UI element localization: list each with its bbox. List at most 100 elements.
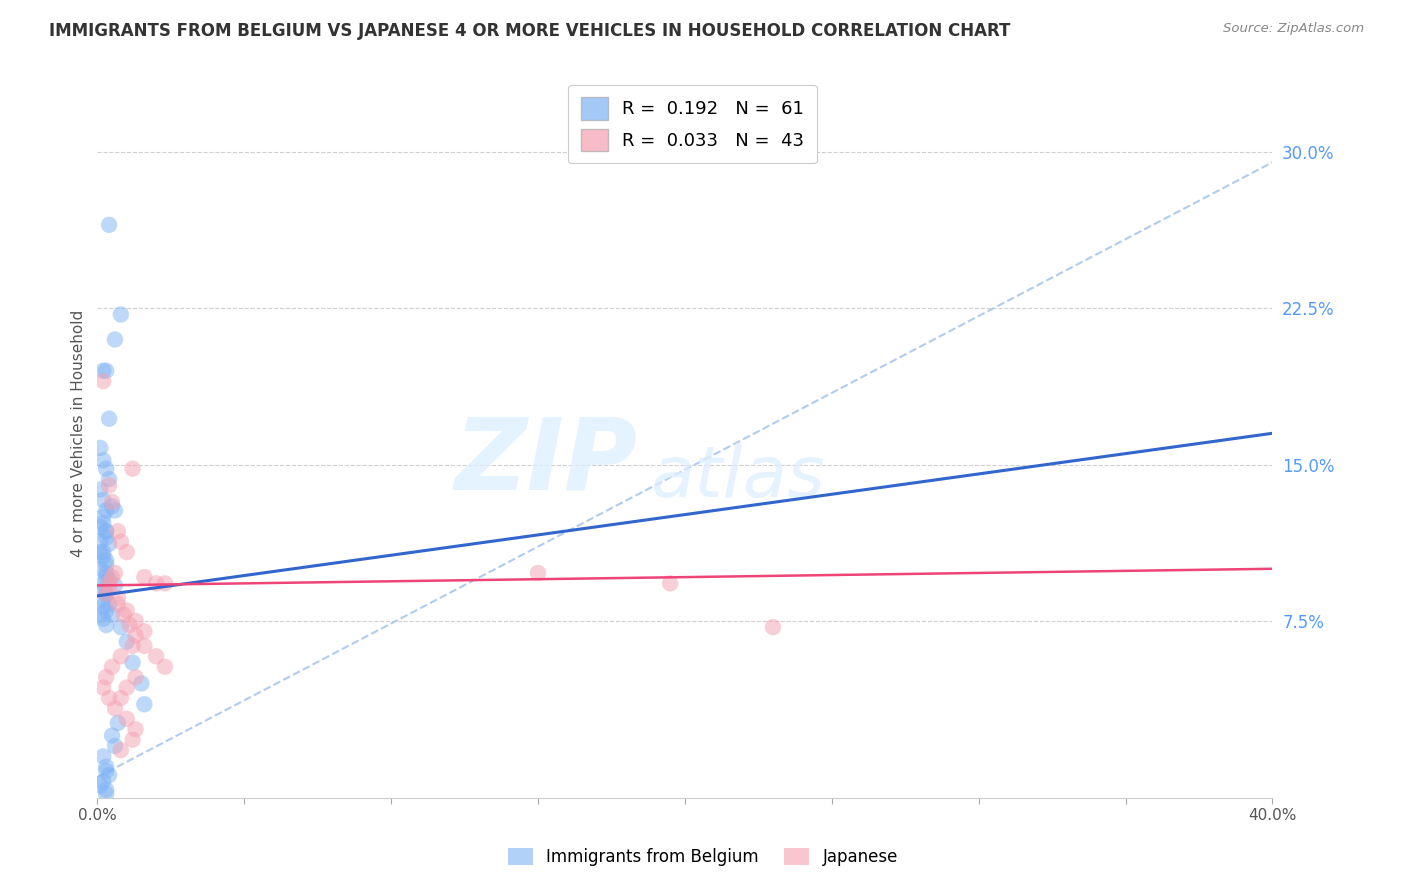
Point — [101, 570, 124, 584]
Text: atlas: atlas — [650, 442, 824, 512]
Point — [115, 634, 138, 648]
Point — [101, 500, 124, 514]
Point — [110, 691, 132, 706]
Point — [153, 576, 176, 591]
Point — [96, 558, 118, 572]
Point — [104, 578, 127, 592]
Point — [98, 537, 121, 551]
Point — [104, 503, 127, 517]
Point — [96, 760, 118, 774]
Point — [121, 639, 143, 653]
Point — [91, 576, 114, 591]
Point — [124, 628, 146, 642]
Point — [91, 493, 114, 508]
Point — [96, 461, 118, 475]
Point — [91, 582, 114, 597]
Point — [110, 308, 132, 322]
Point — [91, 599, 114, 614]
Point — [101, 659, 124, 673]
Point — [121, 732, 143, 747]
Point — [96, 618, 118, 632]
Point — [89, 562, 111, 576]
Point — [659, 576, 682, 591]
Legend: Immigrants from Belgium, Japanese: Immigrants from Belgium, Japanese — [501, 840, 905, 875]
Legend: R =  0.192   N =  61, R =  0.033   N =  43: R = 0.192 N = 61, R = 0.033 N = 43 — [568, 85, 817, 163]
Point — [98, 478, 121, 492]
Point — [96, 566, 118, 580]
Point — [134, 698, 156, 712]
Point — [91, 453, 114, 467]
Point — [96, 524, 118, 539]
Point — [91, 774, 114, 789]
Point — [89, 483, 111, 497]
Point — [124, 723, 146, 737]
Text: ZIP: ZIP — [456, 414, 638, 511]
Point — [98, 411, 121, 425]
Point — [115, 545, 138, 559]
Point — [98, 581, 121, 595]
Point — [98, 768, 121, 782]
Point — [89, 534, 111, 549]
Point — [110, 649, 132, 664]
Point — [96, 364, 118, 378]
Point — [131, 676, 153, 690]
Point — [98, 572, 121, 586]
Point — [104, 701, 127, 715]
Point — [96, 587, 118, 601]
Point — [98, 691, 121, 706]
Point — [91, 749, 114, 764]
Point — [91, 549, 114, 564]
Point — [89, 441, 111, 455]
Point — [96, 503, 118, 517]
Point — [96, 670, 118, 684]
Point — [101, 607, 124, 622]
Point — [104, 566, 127, 580]
Point — [121, 656, 143, 670]
Point — [118, 618, 141, 632]
Y-axis label: 4 or more Vehicles in Household: 4 or more Vehicles in Household — [72, 310, 86, 557]
Point — [98, 218, 121, 232]
Point — [96, 764, 118, 778]
Point — [89, 607, 111, 622]
Point — [96, 587, 118, 601]
Point — [96, 524, 118, 539]
Point — [101, 495, 124, 509]
Point — [134, 624, 156, 639]
Point — [527, 566, 550, 580]
Point — [112, 607, 135, 622]
Point — [124, 614, 146, 628]
Point — [96, 587, 118, 601]
Text: IMMIGRANTS FROM BELGIUM VS JAPANESE 4 OR MORE VEHICLES IN HOUSEHOLD CORRELATION : IMMIGRANTS FROM BELGIUM VS JAPANESE 4 OR… — [49, 22, 1011, 40]
Point — [145, 576, 167, 591]
Point — [91, 516, 114, 530]
Point — [96, 782, 118, 797]
Point — [91, 545, 114, 559]
Point — [98, 597, 121, 611]
Point — [91, 681, 114, 695]
Point — [110, 743, 132, 757]
Point — [91, 509, 114, 524]
Point — [124, 670, 146, 684]
Point — [96, 787, 118, 801]
Point — [134, 639, 156, 653]
Point — [98, 576, 121, 591]
Point — [110, 620, 132, 634]
Point — [115, 681, 138, 695]
Point — [145, 649, 167, 664]
Point — [89, 779, 111, 793]
Point — [91, 593, 114, 607]
Point — [101, 729, 124, 743]
Point — [107, 716, 129, 731]
Point — [96, 531, 118, 545]
Point — [91, 612, 114, 626]
Point — [98, 472, 121, 486]
Point — [104, 739, 127, 753]
Point — [107, 591, 129, 605]
Point — [89, 545, 111, 559]
Text: Source: ZipAtlas.com: Source: ZipAtlas.com — [1223, 22, 1364, 36]
Point — [96, 553, 118, 567]
Point — [96, 570, 118, 584]
Point — [91, 374, 114, 388]
Point — [153, 659, 176, 673]
Point — [115, 603, 138, 617]
